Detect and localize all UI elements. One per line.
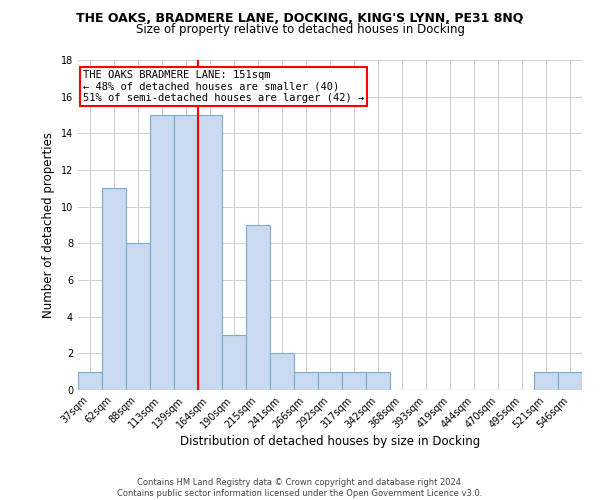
Bar: [126, 244, 150, 390]
Bar: [318, 372, 342, 390]
Text: Size of property relative to detached houses in Docking: Size of property relative to detached ho…: [136, 22, 464, 36]
Text: Contains HM Land Registry data © Crown copyright and database right 2024.
Contai: Contains HM Land Registry data © Crown c…: [118, 478, 482, 498]
Bar: [198, 115, 222, 390]
Bar: [150, 115, 174, 390]
Bar: [294, 372, 318, 390]
Bar: [342, 372, 366, 390]
Bar: [174, 115, 198, 390]
Bar: [366, 372, 390, 390]
X-axis label: Distribution of detached houses by size in Docking: Distribution of detached houses by size …: [180, 436, 480, 448]
Y-axis label: Number of detached properties: Number of detached properties: [42, 132, 55, 318]
Bar: [246, 225, 270, 390]
Bar: [558, 372, 582, 390]
Bar: [270, 354, 294, 390]
Bar: [78, 372, 102, 390]
Bar: [534, 372, 558, 390]
Text: THE OAKS BRADMERE LANE: 151sqm
← 48% of detached houses are smaller (40)
51% of : THE OAKS BRADMERE LANE: 151sqm ← 48% of …: [83, 70, 364, 103]
Bar: [102, 188, 126, 390]
Text: THE OAKS, BRADMERE LANE, DOCKING, KING'S LYNN, PE31 8NQ: THE OAKS, BRADMERE LANE, DOCKING, KING'S…: [76, 12, 524, 26]
Bar: [222, 335, 246, 390]
